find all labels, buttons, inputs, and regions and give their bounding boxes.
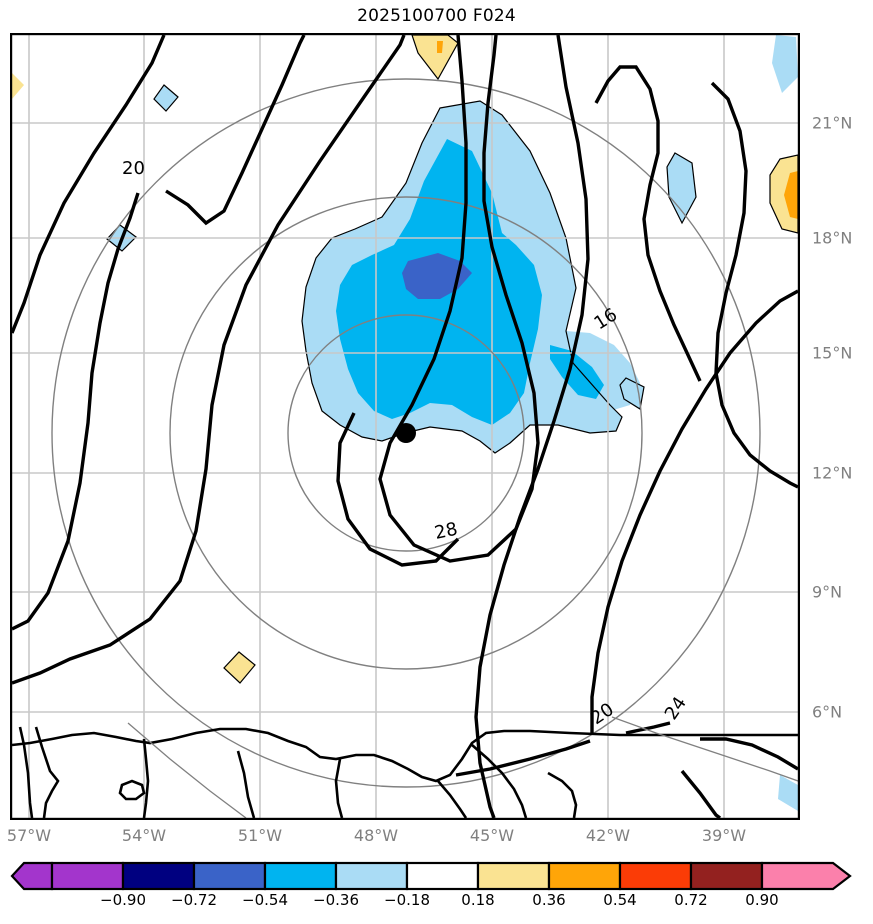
x-tick-label-48w: 48°W [353, 826, 399, 845]
colorbar-tick-0.54: 0.54 [603, 891, 637, 909]
contour-line-c [378, 35, 540, 563]
y-tick-label-18n: 18°N [812, 228, 853, 248]
map-gridlines [12, 35, 798, 818]
contour-label-28-c: 28 [433, 519, 460, 544]
coastline-north-brazil [12, 727, 798, 783]
contour-line-a [12, 35, 166, 334]
contour-line-24-s2 [680, 769, 722, 818]
shade-patch-nw [154, 85, 178, 111]
range-ring-inner [287, 314, 525, 552]
coastlines [12, 726, 798, 818]
y-tick-label-6n: 6°N [812, 702, 843, 722]
chart-title: 2025100700 F024 [357, 6, 516, 26]
shade-patch-yellow-south [224, 652, 255, 683]
map-canvas: 20 16 28 20 24 [10, 33, 800, 820]
colorbar-segments [10, 861, 852, 891]
plot-area: 20 16 28 20 24 [10, 33, 800, 820]
colorbar-seg-4 [334, 861, 409, 891]
guide-line-se [611, 716, 798, 782]
x-tick-label-39w: 39°W [701, 826, 747, 845]
range-ring-middle [169, 196, 643, 670]
colorbar-seg-9 [689, 861, 764, 891]
x-tick-label-42w: 42°W [585, 826, 631, 845]
shade-patch-yellow-west-edge [12, 73, 24, 99]
range-rings [51, 78, 761, 788]
colorbar-tick-0.72: 0.72 [674, 891, 708, 909]
colorbar-seg-2 [192, 861, 267, 891]
x-tick-label-51w: 51°W [237, 826, 283, 845]
colorbar[interactable]: −0.90 −0.72 −0.54 −0.36 −0.18 0.18 0.36 … [10, 861, 863, 919]
x-tick-label-45w: 45°W [469, 826, 515, 845]
shade-band-neg036-east [550, 345, 604, 399]
shading-outlines [106, 35, 798, 684]
shade-patch-yellow-north [412, 35, 458, 79]
y-tick-label-15n: 15°N [812, 343, 853, 363]
contour-label-16-e: 16 [591, 304, 622, 334]
y-tick-label-12n: 12°N [812, 463, 853, 483]
contour-line-d [474, 35, 590, 818]
wind-contours [12, 35, 798, 818]
contour-line-g [590, 289, 798, 733]
storm-center-marker[interactable] [396, 423, 416, 443]
coastline-inland-border-b [34, 726, 60, 818]
colorbar-extend-min [10, 861, 54, 891]
range-ring-outer [51, 78, 761, 788]
coastline-inland-river2 [334, 758, 344, 818]
colorbar-tick--0.36: −0.36 [313, 891, 359, 909]
contour-label-24-s: 24 [661, 693, 691, 724]
x-tick-label-54w: 54°W [121, 826, 167, 845]
coastline-inland-border-c [142, 738, 150, 818]
colorbar-seg-3 [263, 861, 338, 891]
colorbar-seg-5 [405, 861, 480, 891]
colorbar-seg-8 [618, 861, 693, 891]
colorbar-seg-1 [121, 861, 196, 891]
contour-line-20-s-left [455, 739, 591, 777]
colorbar-tick-0.90: 0.90 [745, 891, 779, 909]
map-guide-lines [127, 716, 798, 818]
guide-line-sw [127, 722, 247, 818]
contour-line-e [594, 65, 702, 382]
colorbar-seg-7 [547, 861, 622, 891]
y-tick-label-21n: 21°N [812, 113, 853, 133]
filled-contour-shading [12, 35, 798, 811]
contour-line-24-s [700, 737, 798, 771]
y-tick-label-9n: 9°N [812, 582, 843, 602]
coastline-inland-border-a [18, 726, 34, 818]
shade-patch-ne-right [667, 153, 696, 223]
colorbar-seg-0 [50, 861, 125, 891]
shade-patch-ne-corner [772, 35, 798, 93]
coastline-inland-border-f [547, 771, 578, 818]
contour-line-b [12, 35, 406, 685]
colorbar-swatches[interactable] [10, 861, 863, 891]
plot-border [10, 33, 800, 820]
colorbar-tick-0.36: 0.36 [532, 891, 566, 909]
colorbar-tick--0.90: −0.90 [100, 891, 146, 909]
colorbar-tick--0.72: −0.72 [171, 891, 217, 909]
contour-line-f [710, 81, 798, 489]
coastline-inland-border-d [437, 780, 468, 818]
contour-line-20-nw-right [165, 35, 306, 226]
shade-patch-orange-east [784, 171, 798, 219]
coastline-island [118, 779, 146, 801]
coastline-inland-border-e [471, 744, 528, 818]
colorbar-seg-6 [476, 861, 551, 891]
contour-line-20-s-right [625, 721, 671, 735]
x-tick-label-57w: 57°W [6, 826, 52, 845]
colorbar-tick--0.18: −0.18 [384, 891, 430, 909]
colorbar-extend-max [760, 861, 852, 891]
colorbar-tick-0.18: 0.18 [461, 891, 495, 909]
contour-line-28 [336, 412, 460, 567]
shade-patch-east-small [620, 378, 644, 409]
shade-patch-se-corner [778, 775, 798, 811]
contour-line-20-nw-left [12, 192, 140, 631]
coastline-inland-river [236, 750, 256, 818]
shade-patch-orange-north-dot [437, 41, 443, 53]
colorbar-tick--0.54: −0.54 [242, 891, 288, 909]
contour-label-20-nw: 20 [122, 158, 145, 179]
